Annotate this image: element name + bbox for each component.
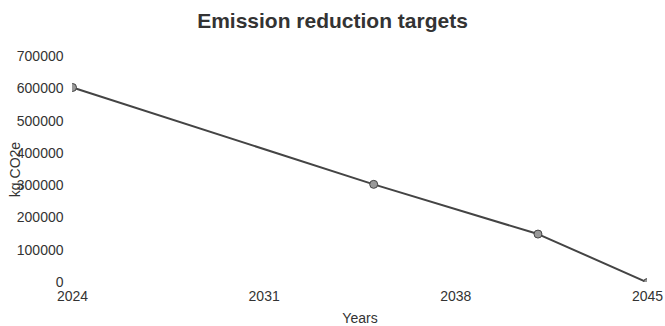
svg-text:300000: 300000 <box>17 177 64 193</box>
svg-text:kg CO2e: kg CO2e <box>7 142 23 197</box>
svg-text:100000: 100000 <box>17 242 64 258</box>
svg-text:2038: 2038 <box>440 288 471 304</box>
svg-text:2031: 2031 <box>249 288 280 304</box>
svg-text:0: 0 <box>55 274 64 290</box>
svg-text:200000: 200000 <box>17 209 64 225</box>
svg-text:700000: 700000 <box>17 48 64 64</box>
svg-text:Years: Years <box>342 310 377 326</box>
svg-text:500000: 500000 <box>17 113 64 129</box>
svg-text:2045: 2045 <box>632 288 663 304</box>
svg-text:2024: 2024 <box>57 288 88 304</box>
html-text:Emission reduction targets: Emission reduction targets <box>197 9 468 32</box>
svg-text:600000: 600000 <box>17 80 64 96</box>
svg-text:400000: 400000 <box>17 145 64 161</box>
